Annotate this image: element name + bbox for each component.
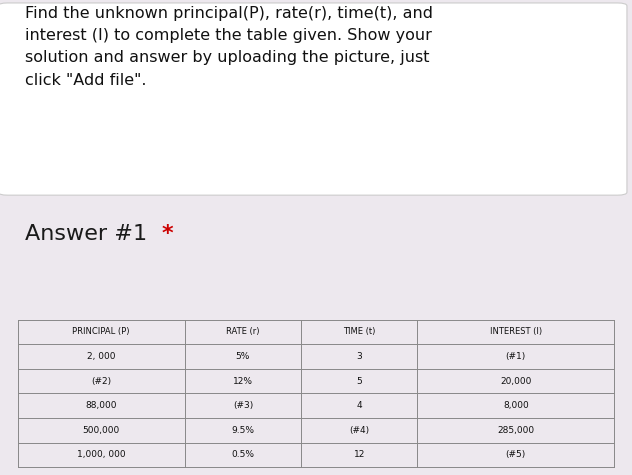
Text: INTEREST (I): INTEREST (I) [490, 327, 542, 336]
Text: TIME (t): TIME (t) [343, 327, 375, 336]
Text: (#2): (#2) [91, 377, 111, 386]
Text: (#1): (#1) [506, 352, 526, 361]
Text: 4: 4 [356, 401, 362, 410]
Text: RATE (r): RATE (r) [226, 327, 260, 336]
Text: 0.5%: 0.5% [231, 450, 255, 459]
Text: 9.5%: 9.5% [231, 426, 255, 435]
Text: 3: 3 [356, 352, 362, 361]
Text: (#3): (#3) [233, 401, 253, 410]
Text: (#4): (#4) [349, 426, 369, 435]
Text: 2, 000: 2, 000 [87, 352, 116, 361]
Text: 500,000: 500,000 [83, 426, 120, 435]
Text: 88,000: 88,000 [85, 401, 117, 410]
Text: Answer #1: Answer #1 [25, 224, 147, 244]
Text: (#5): (#5) [506, 450, 526, 459]
Text: 8,000: 8,000 [503, 401, 529, 410]
Text: 20,000: 20,000 [500, 377, 532, 386]
Text: 12%: 12% [233, 377, 253, 386]
Text: 5%: 5% [236, 352, 250, 361]
Text: 285,000: 285,000 [497, 426, 535, 435]
Text: Find the unknown principal(P), rate(r), time(t), and
interest (I) to complete th: Find the unknown principal(P), rate(r), … [25, 6, 434, 87]
Text: *: * [161, 224, 173, 244]
Text: 12: 12 [353, 450, 365, 459]
Text: 1,000, 000: 1,000, 000 [77, 450, 126, 459]
FancyBboxPatch shape [0, 3, 627, 195]
Text: PRINCIPAL (P): PRINCIPAL (P) [73, 327, 130, 336]
Text: 5: 5 [356, 377, 362, 386]
